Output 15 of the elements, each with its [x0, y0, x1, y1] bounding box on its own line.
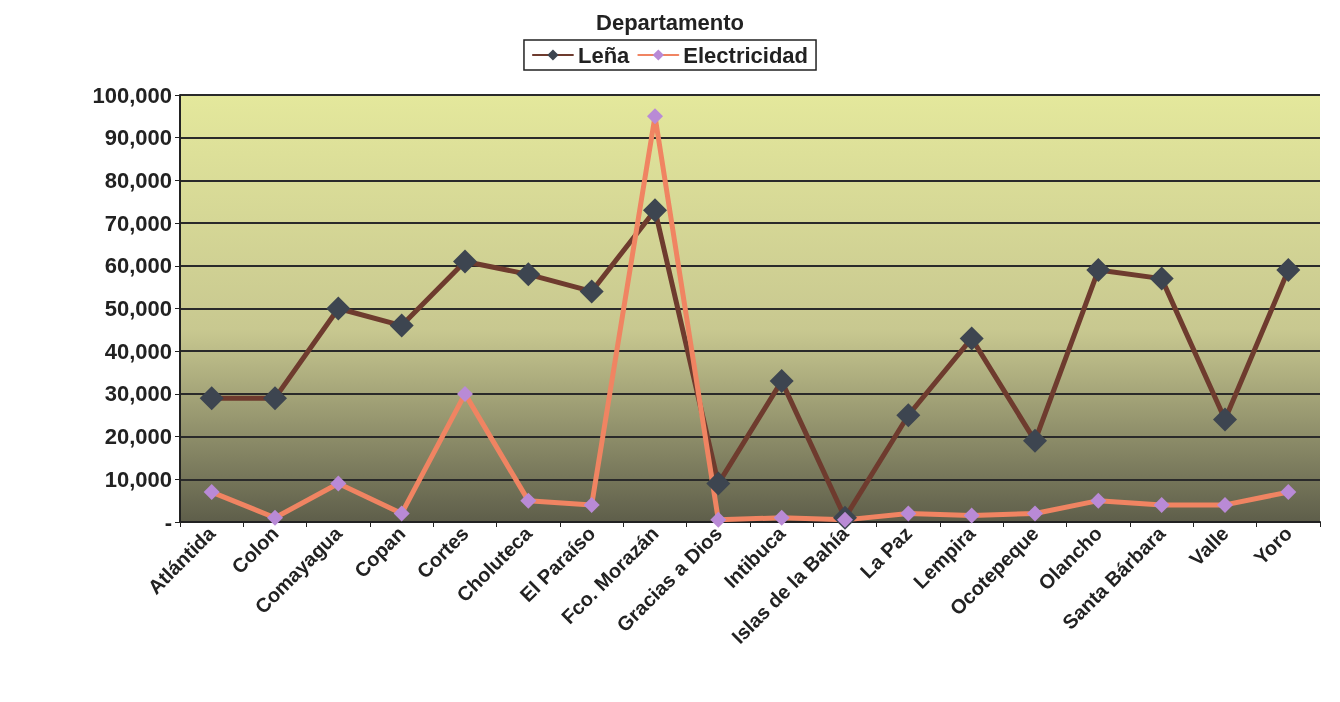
y-tick-label: 80,000: [104, 167, 172, 193]
y-tick-label: 100,000: [92, 82, 172, 108]
legend-label: Leña: [577, 42, 631, 68]
y-tick-label: -: [164, 509, 172, 535]
y-tick-label: 60,000: [104, 253, 172, 279]
y-tick-label: 40,000: [104, 338, 172, 364]
y-tick-label: 30,000: [104, 381, 172, 407]
legend-label: Electricidad: [683, 42, 809, 68]
y-tick-label: 70,000: [104, 210, 172, 236]
y-tick-label: 90,000: [104, 125, 172, 151]
chart-title: Departamento: [596, 9, 744, 35]
y-tick-label: 10,000: [104, 466, 172, 492]
y-tick-label: 50,000: [104, 296, 172, 321]
x-tick-label: Yoro: [1249, 522, 1297, 569]
y-tick-label: 20,000: [104, 424, 172, 450]
